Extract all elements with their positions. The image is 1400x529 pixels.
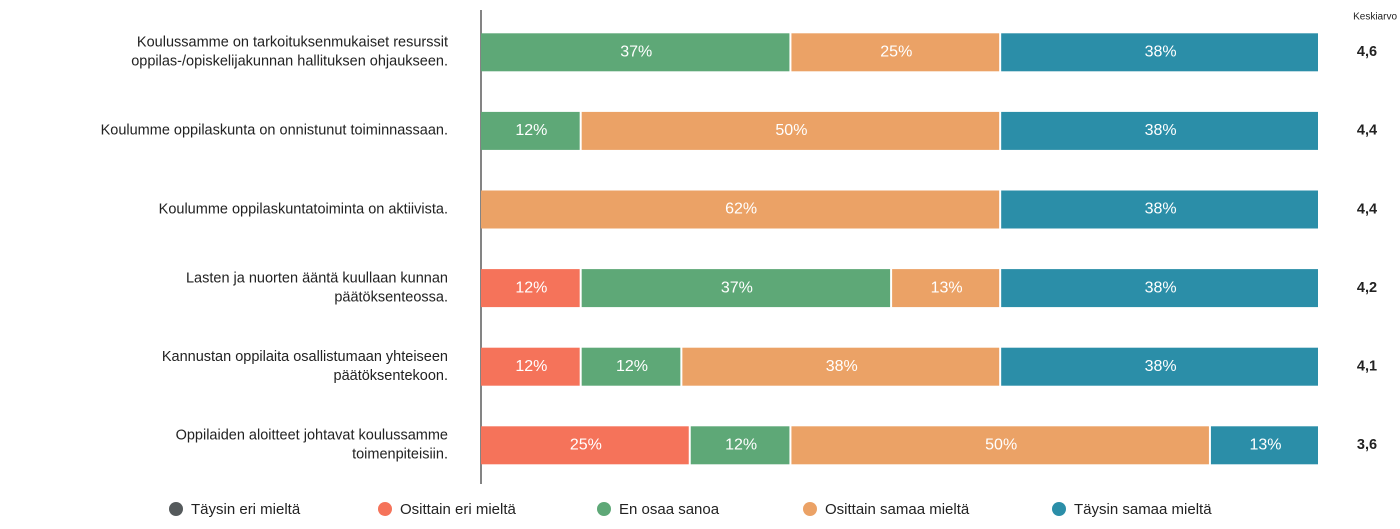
data-label: 12% [616, 358, 648, 375]
bar-segment [1210, 426, 1318, 465]
average-label: 3,6 [1357, 437, 1377, 453]
bar-segment [481, 347, 580, 386]
legend-label: Osittain samaa mieltä [825, 501, 970, 518]
data-label: 38% [1145, 201, 1177, 218]
bar-segment [791, 33, 1000, 72]
bar-segment [690, 426, 790, 465]
legend-label: Täysin eri mieltä [191, 501, 301, 518]
bar-segment [581, 269, 891, 308]
average-label: 4,4 [1357, 123, 1377, 139]
bar-segment [892, 269, 1000, 308]
data-label: 38% [1145, 279, 1177, 296]
data-label: 37% [721, 279, 753, 296]
legend-label: Osittain eri mieltä [400, 501, 517, 518]
bar-segment [581, 111, 1000, 150]
data-label: 25% [570, 437, 602, 454]
average-label: 4,2 [1357, 280, 1377, 296]
bar-segment [481, 33, 790, 72]
bar-segment [481, 190, 1000, 229]
bar-segment [1001, 269, 1318, 308]
category-label: Kannustan oppilaita osallistumaan yhteis… [162, 349, 448, 365]
data-label: 13% [1249, 437, 1281, 454]
data-label: 50% [775, 122, 807, 139]
category-label: Lasten ja nuorten ääntä kuullaan kunnan [186, 270, 448, 286]
data-label: 12% [725, 437, 757, 454]
bar-segment [1001, 111, 1318, 150]
bar-segment [481, 111, 580, 150]
legend-swatch [803, 502, 817, 516]
category-label: Koulumme oppilaskunta on onnistunut toim… [101, 123, 448, 139]
category-label: oppilas-/opiskelijakunnan hallituksen oh… [131, 54, 448, 70]
data-label: 38% [826, 358, 858, 375]
data-label: 62% [725, 201, 757, 218]
bar-segment [791, 426, 1209, 465]
legend-label: En osaa sanoa [619, 501, 720, 518]
legend-label: Täysin samaa mieltä [1074, 501, 1212, 518]
averages-title: Keskiarvo [1353, 12, 1397, 23]
legend-swatch [378, 502, 392, 516]
legend-swatch [597, 502, 611, 516]
data-label: 50% [985, 437, 1017, 454]
bar-segment [581, 347, 681, 386]
data-label: 12% [515, 279, 547, 296]
bar-segment [1001, 190, 1318, 229]
data-label: 25% [880, 44, 912, 61]
category-label: päätöksentekoon. [334, 368, 448, 384]
bar-segment [682, 347, 1000, 386]
category-label: toimenpiteisiin. [352, 447, 448, 463]
data-label: 37% [620, 44, 652, 61]
category-label: Koulumme oppilaskuntatoiminta on aktiivi… [159, 201, 448, 217]
category-label: Koulussamme on tarkoituksenmukaiset resu… [137, 35, 448, 51]
legend-swatch [1052, 502, 1066, 516]
category-label: päätöksenteossa. [334, 289, 448, 305]
average-label: 4,4 [1357, 201, 1377, 217]
category-label: Oppilaiden aloitteet johtavat koulussamm… [176, 428, 448, 444]
data-label: 12% [515, 122, 547, 139]
bar-segment [481, 269, 580, 308]
legend-swatch [169, 502, 183, 516]
data-label: 38% [1145, 358, 1177, 375]
average-label: 4,6 [1357, 44, 1377, 60]
data-label: 38% [1145, 122, 1177, 139]
bar-segment [481, 426, 689, 465]
data-label: 13% [931, 279, 963, 296]
bar-segment [1001, 347, 1318, 386]
bar-segment [1001, 33, 1318, 72]
average-label: 4,1 [1357, 359, 1377, 375]
data-label: 38% [1145, 44, 1177, 61]
data-label: 12% [515, 358, 547, 375]
